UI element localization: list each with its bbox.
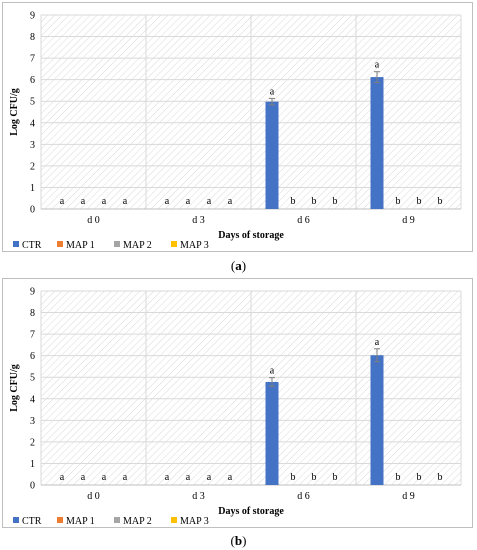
y-tick-label: 8 bbox=[30, 32, 35, 43]
y-tick-label: 4 bbox=[30, 118, 35, 129]
bar bbox=[370, 77, 384, 209]
y-tick-label: 8 bbox=[30, 308, 35, 319]
caption-a-close: ) bbox=[241, 258, 247, 273]
significance-letter: a bbox=[60, 196, 65, 207]
significance-letter: a bbox=[186, 472, 191, 483]
y-tick-label: 9 bbox=[30, 11, 35, 22]
y-tick-label: 2 bbox=[30, 161, 35, 172]
significance-letter: b bbox=[333, 472, 338, 483]
significance-letter: a bbox=[81, 196, 86, 207]
significance-letter: b bbox=[291, 472, 296, 483]
x-tick-label: d 9 bbox=[402, 215, 415, 226]
legend-swatch bbox=[57, 517, 63, 523]
y-axis-title: Log CFU/g bbox=[9, 88, 20, 136]
significance-letter: b bbox=[417, 196, 422, 207]
legend-label: CTR bbox=[22, 240, 42, 251]
significance-letter: a bbox=[123, 196, 128, 207]
legend-label: MAP 1 bbox=[66, 240, 95, 251]
significance-letter: a bbox=[375, 337, 380, 348]
y-tick-label: 1 bbox=[30, 459, 35, 470]
panel-caption-b: (b) bbox=[0, 533, 477, 549]
significance-letter: b bbox=[312, 472, 317, 483]
significance-letter: a bbox=[165, 196, 170, 207]
legend-swatch bbox=[114, 517, 120, 523]
caption-b-close: ) bbox=[242, 533, 247, 548]
legend-label: MAP 1 bbox=[66, 516, 95, 527]
y-tick-label: 9 bbox=[30, 287, 35, 298]
significance-letter: a bbox=[228, 472, 233, 483]
significance-letter: b bbox=[396, 196, 401, 207]
significance-letter: a bbox=[123, 472, 128, 483]
x-tick-label: d 6 bbox=[297, 491, 310, 502]
legend-label: CTR bbox=[22, 516, 42, 527]
significance-letter: b bbox=[438, 472, 443, 483]
y-tick-label: 1 bbox=[30, 183, 35, 194]
significance-letter: a bbox=[102, 196, 107, 207]
legend-swatch bbox=[13, 517, 19, 523]
significance-letter: a bbox=[165, 472, 170, 483]
legend-swatch bbox=[171, 517, 177, 523]
y-tick-label: 3 bbox=[30, 140, 35, 151]
legend-swatch bbox=[114, 241, 120, 247]
x-tick-label: d 0 bbox=[87, 491, 100, 502]
significance-letter: a bbox=[81, 472, 86, 483]
legend-label: MAP 3 bbox=[180, 240, 209, 251]
significance-letter: a bbox=[186, 196, 191, 207]
bar bbox=[265, 101, 279, 209]
y-tick-label: 6 bbox=[30, 351, 35, 362]
y-tick-label: 7 bbox=[30, 54, 35, 65]
caption-a-letter: a bbox=[235, 258, 242, 273]
significance-letter: a bbox=[270, 86, 275, 97]
significance-letter: b bbox=[396, 472, 401, 483]
legend-label: MAP 2 bbox=[123, 240, 152, 251]
y-tick-label: 0 bbox=[30, 481, 35, 492]
caption-b-open: ( bbox=[230, 533, 235, 548]
x-tick-label: d 6 bbox=[297, 215, 310, 226]
significance-letter: a bbox=[270, 366, 275, 377]
caption-b-letter: b bbox=[234, 533, 243, 548]
y-tick-label: 3 bbox=[30, 416, 35, 427]
legend-swatch bbox=[57, 241, 63, 247]
x-axis-title: Days of storage bbox=[218, 506, 284, 517]
significance-letter: b bbox=[438, 196, 443, 207]
legend-swatch bbox=[13, 241, 19, 247]
legend-label: MAP 2 bbox=[123, 516, 152, 527]
significance-letter: a bbox=[102, 472, 107, 483]
bar bbox=[370, 355, 384, 485]
x-tick-label: d 0 bbox=[87, 215, 100, 226]
x-tick-label: d 3 bbox=[192, 491, 205, 502]
significance-letter: a bbox=[228, 196, 233, 207]
significance-letter: b bbox=[333, 196, 338, 207]
significance-letter: b bbox=[312, 196, 317, 207]
panel-caption-a: (a) bbox=[0, 258, 477, 274]
significance-letter: a bbox=[207, 196, 212, 207]
y-tick-label: 5 bbox=[30, 373, 35, 384]
significance-letter: a bbox=[207, 472, 212, 483]
caption-a-open: ( bbox=[230, 258, 236, 273]
legend-swatch bbox=[171, 241, 177, 247]
y-tick-label: 6 bbox=[30, 75, 35, 86]
significance-letter: b bbox=[417, 472, 422, 483]
x-tick-label: d 9 bbox=[402, 491, 415, 502]
y-tick-label: 2 bbox=[30, 437, 35, 448]
significance-letter: b bbox=[291, 196, 296, 207]
significance-letter: a bbox=[375, 60, 380, 71]
significance-letter: a bbox=[60, 472, 65, 483]
y-tick-label: 7 bbox=[30, 330, 35, 341]
x-axis-title: Days of storage bbox=[218, 230, 284, 241]
y-tick-label: 4 bbox=[30, 394, 35, 405]
y-tick-label: 0 bbox=[30, 205, 35, 216]
y-tick-label: 5 bbox=[30, 97, 35, 108]
legend-label: MAP 3 bbox=[180, 516, 209, 527]
y-axis-title: Log CFU/g bbox=[9, 364, 20, 412]
bar bbox=[265, 381, 279, 485]
x-tick-label: d 3 bbox=[192, 215, 205, 226]
